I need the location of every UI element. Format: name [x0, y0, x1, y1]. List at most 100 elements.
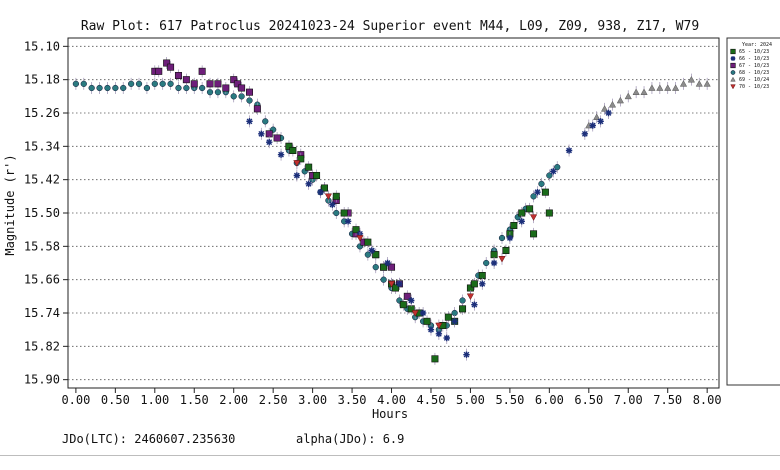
data-point: [155, 67, 163, 75]
x-tick-label: 3.00: [298, 393, 327, 407]
data-point: [262, 118, 269, 125]
data-point: [387, 281, 396, 288]
data-point: [451, 318, 458, 325]
data-point: [289, 147, 297, 155]
data-point: [597, 118, 604, 125]
x-tick-label: 2.50: [259, 393, 288, 407]
data-point: [679, 80, 688, 87]
data-point: [546, 172, 553, 179]
data-point: [305, 180, 312, 188]
data-point: [167, 63, 175, 71]
data-point: [463, 351, 470, 358]
data-point: [502, 247, 510, 255]
alpha-readout: alpha(JDo): 6.9: [296, 432, 405, 446]
data-point: [538, 180, 545, 187]
data-point: [214, 80, 222, 88]
data-point: [459, 305, 467, 313]
x-tick-label: 2.00: [219, 393, 248, 407]
x-tick-label: 1.50: [180, 393, 209, 407]
data-point: [127, 80, 135, 87]
data-point: [285, 142, 293, 150]
data-point: [167, 80, 174, 87]
data-point: [352, 226, 360, 234]
legend-marker: [730, 70, 736, 75]
legend-entry-label: 66 - 10/23: [739, 56, 769, 62]
x-tick-label: 7.00: [614, 393, 643, 407]
data-point: [305, 163, 313, 171]
y-tick-label: 15.66: [24, 273, 60, 287]
data-point: [135, 80, 143, 87]
data-point: [238, 93, 245, 100]
data-point: [435, 330, 443, 338]
data-point: [589, 122, 596, 129]
data-point: [297, 155, 305, 163]
data-point: [273, 134, 281, 142]
data-point: [565, 147, 573, 154]
data-point: [234, 80, 242, 88]
data-point: [246, 97, 253, 104]
data-point: [206, 80, 214, 88]
legend-entry-label: 68 - 10/23: [739, 70, 769, 76]
data-point: [632, 88, 640, 95]
data-point: [671, 84, 680, 91]
legend-marker: [730, 56, 736, 61]
x-tick-label: 0.50: [101, 393, 130, 407]
data-point: [526, 205, 534, 213]
y-tick-label: 15.18: [24, 73, 60, 87]
data-point: [112, 84, 119, 92]
data-points: [72, 57, 711, 365]
data-point: [466, 293, 475, 301]
grid-lines: [68, 45, 719, 381]
x-tick-label: 7.50: [653, 393, 682, 407]
data-point: [163, 59, 171, 67]
data-point: [391, 284, 399, 292]
data-point: [214, 89, 222, 96]
data-point: [96, 84, 103, 92]
data-point: [529, 214, 538, 221]
y-axis-label: Magnitude (r'): [3, 154, 17, 255]
data-point: [333, 209, 340, 217]
y-tick-label: 15.26: [24, 106, 60, 120]
data-point: [88, 84, 95, 92]
data-point: [265, 130, 273, 138]
data-point: [183, 84, 190, 92]
data-point: [554, 164, 561, 171]
data-point: [703, 80, 711, 87]
data-point: [384, 259, 391, 267]
data-point: [483, 259, 490, 267]
data-point: [427, 326, 435, 333]
data-point: [246, 118, 253, 125]
data-point: [687, 75, 696, 83]
data-point: [518, 209, 526, 217]
data-point: [364, 238, 372, 246]
data-point: [419, 309, 427, 317]
data-point: [190, 80, 198, 88]
x-tick-label: 0.00: [61, 393, 90, 407]
data-point: [380, 276, 387, 283]
data-point: [656, 84, 664, 91]
legend-box: [726, 37, 780, 386]
legend-title: Year: 2024: [742, 42, 772, 48]
y-tick-label: 15.10: [24, 39, 60, 53]
data-point: [159, 80, 166, 87]
y-tick-label: 15.58: [24, 239, 60, 253]
data-point: [230, 76, 238, 84]
data-point: [222, 84, 230, 92]
series-69: [585, 73, 711, 132]
data-point: [182, 76, 190, 84]
jdo-readout: JDo(LTC): 2460607.235630: [62, 432, 236, 446]
data-point: [605, 109, 612, 117]
data-point: [324, 193, 333, 201]
data-point: [372, 264, 379, 271]
data-point: [317, 188, 324, 196]
data-point: [120, 84, 127, 92]
data-point: [329, 201, 336, 208]
data-point: [344, 218, 352, 225]
data-point: [364, 251, 371, 258]
data-point: [616, 96, 624, 104]
data-point: [313, 172, 321, 180]
data-point: [545, 209, 553, 217]
data-point: [411, 310, 419, 317]
data-point: [356, 235, 364, 242]
